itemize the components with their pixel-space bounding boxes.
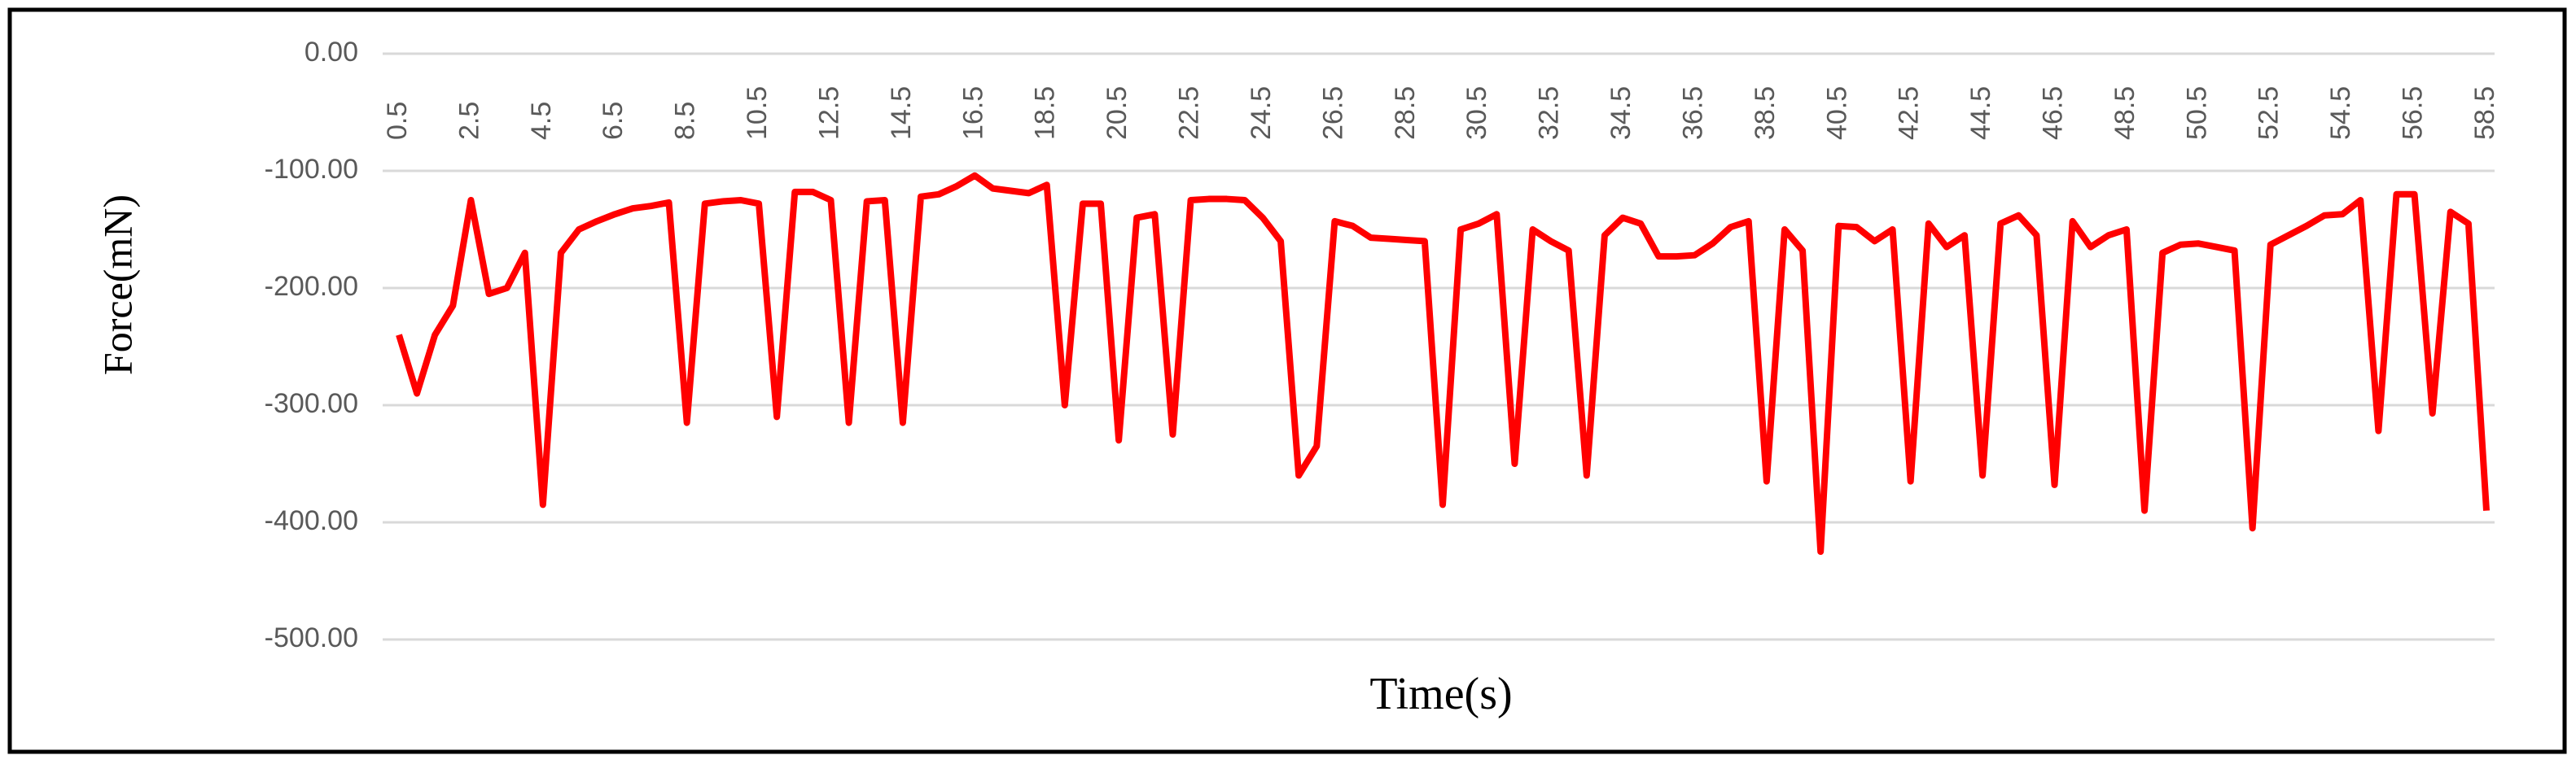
x-tick-label: 16.5 (957, 86, 988, 140)
x-tick-label: 56.5 (2398, 86, 2429, 140)
x-tick-label: 2.5 (453, 102, 484, 140)
y-tick-label: -500.00 (265, 622, 358, 653)
x-tick-label: 48.5 (2109, 86, 2140, 140)
x-tick-label: 26.5 (1317, 86, 1348, 140)
x-tick-label: 12.5 (813, 86, 844, 140)
x-tick-label: 22.5 (1174, 86, 1205, 140)
line-series (396, 172, 2490, 555)
x-tick-label: 52.5 (2254, 86, 2285, 140)
y-tick-label: 0.00 (304, 37, 358, 68)
x-tick-label: 42.5 (1894, 86, 1925, 140)
x-tick-label: 24.5 (1246, 86, 1277, 140)
x-tick-label: 40.5 (1821, 86, 1852, 140)
x-tick-label: 8.5 (670, 102, 701, 140)
x-tick-label: 28.5 (1390, 86, 1421, 140)
y-tick-label: -400.00 (265, 505, 358, 536)
x-tick-label: 0.5 (382, 102, 413, 140)
x-tick-label: 44.5 (1965, 86, 1996, 140)
x-tick-label: 20.5 (1102, 86, 1132, 140)
y-tick-label: -200.00 (265, 271, 358, 302)
y-tick-label: -300.00 (265, 388, 358, 419)
x-tick-label: 50.5 (2181, 86, 2212, 140)
x-tick-label: 10.5 (742, 86, 773, 140)
x-tick-label: 54.5 (2325, 86, 2356, 140)
x-axis-title: Time(s) (1369, 669, 1512, 719)
x-tick-label: 30.5 (1461, 86, 1492, 140)
x-tick-label: 18.5 (1030, 86, 1061, 140)
x-tick-label: 38.5 (1750, 86, 1781, 140)
y-tick-label: -100.00 (265, 154, 358, 185)
x-tick-label: 36.5 (1677, 86, 1708, 140)
x-tick-label: 32.5 (1534, 86, 1565, 140)
x-tick-label: 34.5 (1606, 86, 1636, 140)
x-tick-label: 4.5 (526, 102, 557, 140)
x-tick-label: 58.5 (2469, 86, 2500, 140)
x-tick-label: 14.5 (886, 86, 917, 140)
x-tick-label: 46.5 (2038, 86, 2069, 140)
y-axis-title: Force(mN) (94, 194, 140, 375)
x-tick-label: 6.5 (598, 102, 629, 140)
